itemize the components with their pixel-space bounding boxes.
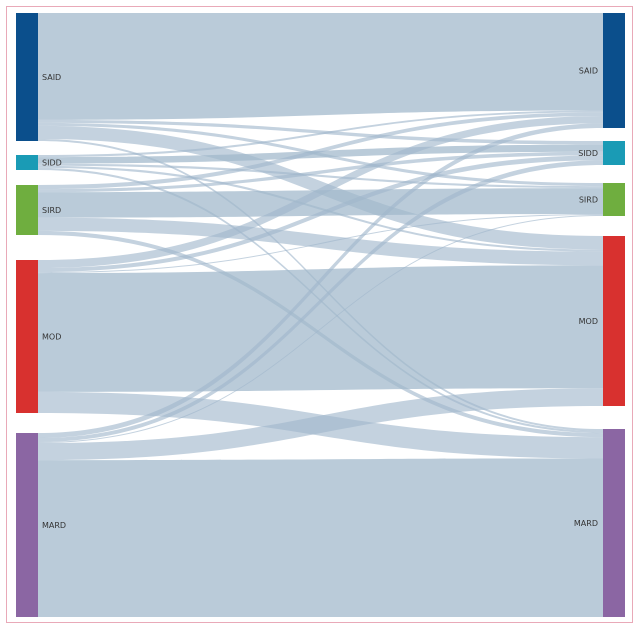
left-node-label-said: SAID	[42, 73, 61, 82]
right-node-label-said: SAID	[579, 67, 598, 76]
left-node-label-sird: SIRD	[42, 206, 61, 215]
nodes-group	[16, 13, 625, 617]
left-node-label-sidd: SIDD	[42, 159, 62, 168]
left-node-label-mod: MOD	[42, 333, 61, 342]
labels-group: SAID SIDD SIRD MOD MARD SAID SIDD SIRD MOD MARD	[42, 67, 598, 531]
left-node-sird	[16, 185, 38, 235]
link-mard-to-sidd	[38, 160, 603, 443]
links-group	[38, 13, 603, 617]
link-sidd-to-sird	[38, 163, 603, 189]
link-mod-to-sidd	[38, 155, 603, 273]
right-node-said	[603, 13, 625, 128]
left-node-label-mard: MARD	[42, 521, 66, 530]
right-node-label-sidd: SIDD	[578, 149, 598, 158]
right-node-mod	[603, 236, 625, 406]
right-node-label-mard: MARD	[574, 519, 598, 528]
link-said-to-said	[38, 13, 603, 120]
left-node-said	[16, 13, 38, 141]
link-sird-to-said	[38, 112, 603, 190]
right-node-sidd	[603, 141, 625, 165]
link-said-to-sidd	[38, 119, 603, 145]
link-mard-to-mard	[38, 458, 603, 617]
link-sird-to-sird	[38, 188, 603, 218]
link-sird-to-sidd	[38, 151, 603, 193]
link-mard-to-sird	[38, 214, 603, 444]
left-node-mod	[16, 260, 38, 413]
link-mod-to-sird	[38, 213, 603, 274]
right-node-label-sird: SIRD	[579, 196, 598, 205]
link-mard-to-said	[38, 123, 603, 439]
link-mod-to-said	[38, 116, 603, 269]
link-said-to-mod	[38, 125, 603, 250]
right-node-mard	[603, 429, 625, 617]
link-mard-to-mod	[38, 388, 603, 461]
right-node-label-mod: MOD	[579, 317, 598, 326]
diagram-frame	[6, 6, 633, 623]
link-sidd-to-sidd	[38, 144, 603, 164]
left-node-sidd	[16, 155, 38, 170]
link-sird-to-mod	[38, 217, 603, 266]
link-sidd-to-said	[38, 110, 603, 158]
right-node-sird	[603, 183, 625, 216]
left-node-mard	[16, 433, 38, 617]
